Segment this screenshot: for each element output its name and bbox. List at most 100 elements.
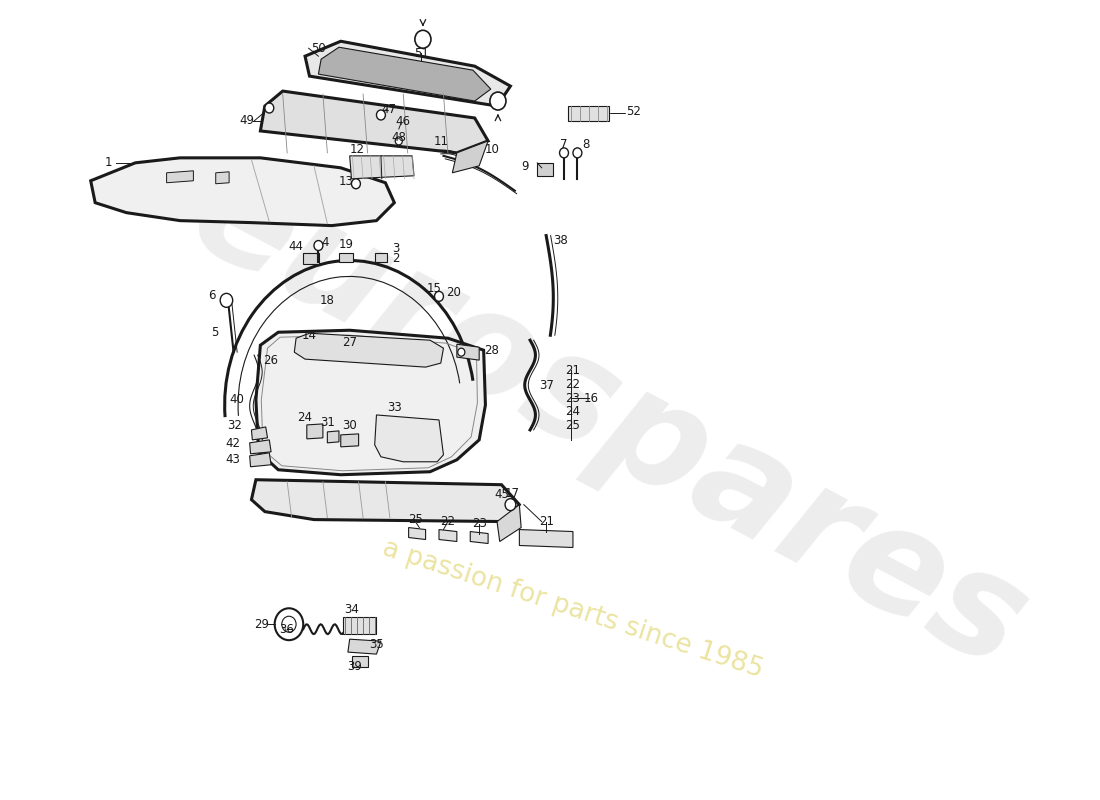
Polygon shape [342, 618, 376, 634]
Text: 25: 25 [408, 513, 424, 526]
Polygon shape [452, 141, 488, 173]
Polygon shape [456, 344, 480, 360]
Text: 5: 5 [211, 326, 219, 338]
Polygon shape [470, 531, 488, 543]
Text: 7: 7 [560, 138, 568, 151]
Circle shape [265, 103, 274, 113]
Text: 33: 33 [387, 402, 402, 414]
Circle shape [395, 137, 403, 145]
Polygon shape [497, 505, 521, 542]
Text: 22: 22 [565, 378, 581, 390]
Text: 19: 19 [339, 238, 353, 251]
Text: 37: 37 [539, 378, 553, 391]
Polygon shape [341, 434, 359, 447]
Text: 20: 20 [447, 286, 461, 299]
Text: 9: 9 [521, 160, 529, 174]
Text: 10: 10 [485, 143, 501, 156]
Polygon shape [252, 480, 519, 522]
Text: 3: 3 [393, 242, 400, 255]
Circle shape [220, 294, 233, 307]
Polygon shape [307, 424, 323, 439]
Text: 21: 21 [539, 515, 553, 528]
Polygon shape [408, 527, 426, 539]
Text: 40: 40 [230, 394, 244, 406]
Text: 32: 32 [228, 419, 242, 433]
Text: 2: 2 [393, 252, 400, 265]
Circle shape [458, 348, 465, 356]
Text: 14: 14 [302, 329, 317, 342]
Text: 50: 50 [311, 42, 326, 54]
Text: 52: 52 [627, 105, 641, 118]
Polygon shape [348, 639, 381, 654]
Circle shape [505, 498, 516, 510]
Polygon shape [304, 253, 319, 265]
Circle shape [275, 608, 304, 640]
Text: 48: 48 [392, 131, 406, 145]
Text: 35: 35 [370, 638, 384, 650]
Text: 27: 27 [342, 336, 358, 349]
Text: 13: 13 [339, 175, 353, 188]
Text: eurospares: eurospares [168, 141, 1049, 698]
Text: 31: 31 [320, 417, 334, 430]
Polygon shape [216, 172, 229, 184]
Text: 23: 23 [472, 517, 486, 530]
Text: 44: 44 [288, 240, 304, 253]
Text: 25: 25 [565, 419, 581, 433]
Text: 4: 4 [321, 236, 329, 249]
Text: 49: 49 [239, 114, 254, 127]
Text: 17: 17 [505, 487, 519, 500]
Text: 15: 15 [426, 282, 441, 295]
Circle shape [434, 291, 443, 302]
Text: 39: 39 [346, 659, 362, 673]
Text: 46: 46 [396, 115, 410, 129]
Text: 45: 45 [494, 488, 509, 501]
Polygon shape [352, 656, 367, 667]
Polygon shape [375, 253, 387, 262]
Polygon shape [537, 163, 553, 176]
Circle shape [282, 616, 296, 632]
Text: a passion for parts since 1985: a passion for parts since 1985 [379, 535, 767, 683]
Text: 8: 8 [583, 138, 590, 151]
Text: 34: 34 [344, 602, 359, 616]
Polygon shape [256, 330, 485, 474]
Circle shape [560, 148, 569, 158]
Text: 22: 22 [440, 515, 455, 528]
Text: 21: 21 [565, 364, 581, 377]
Text: 28: 28 [484, 344, 498, 357]
Text: 51: 51 [414, 46, 429, 60]
Text: 18: 18 [320, 294, 334, 307]
Polygon shape [252, 427, 267, 440]
Text: 16: 16 [583, 391, 598, 405]
Circle shape [415, 30, 431, 48]
Polygon shape [339, 253, 353, 262]
Polygon shape [250, 453, 271, 466]
Text: 24: 24 [297, 411, 312, 425]
Polygon shape [250, 440, 271, 454]
Polygon shape [261, 91, 488, 153]
Text: 36: 36 [279, 622, 295, 636]
Polygon shape [90, 158, 394, 226]
Text: 43: 43 [226, 454, 241, 466]
Text: 38: 38 [553, 234, 568, 247]
Circle shape [573, 148, 582, 158]
Circle shape [314, 241, 323, 250]
Polygon shape [295, 334, 443, 367]
Text: 12: 12 [350, 143, 364, 156]
Circle shape [376, 110, 385, 120]
Polygon shape [375, 415, 443, 462]
Polygon shape [166, 170, 194, 182]
Polygon shape [305, 42, 510, 106]
Polygon shape [328, 431, 339, 443]
Text: 30: 30 [342, 419, 358, 433]
Text: 42: 42 [226, 438, 241, 450]
Polygon shape [569, 106, 608, 121]
Polygon shape [519, 530, 573, 547]
Text: 24: 24 [565, 406, 581, 418]
Text: 47: 47 [382, 102, 396, 115]
Polygon shape [439, 530, 456, 542]
Polygon shape [350, 156, 414, 178]
Circle shape [490, 92, 506, 110]
Text: 29: 29 [254, 618, 270, 630]
Polygon shape [318, 47, 491, 101]
Text: 6: 6 [208, 289, 216, 302]
